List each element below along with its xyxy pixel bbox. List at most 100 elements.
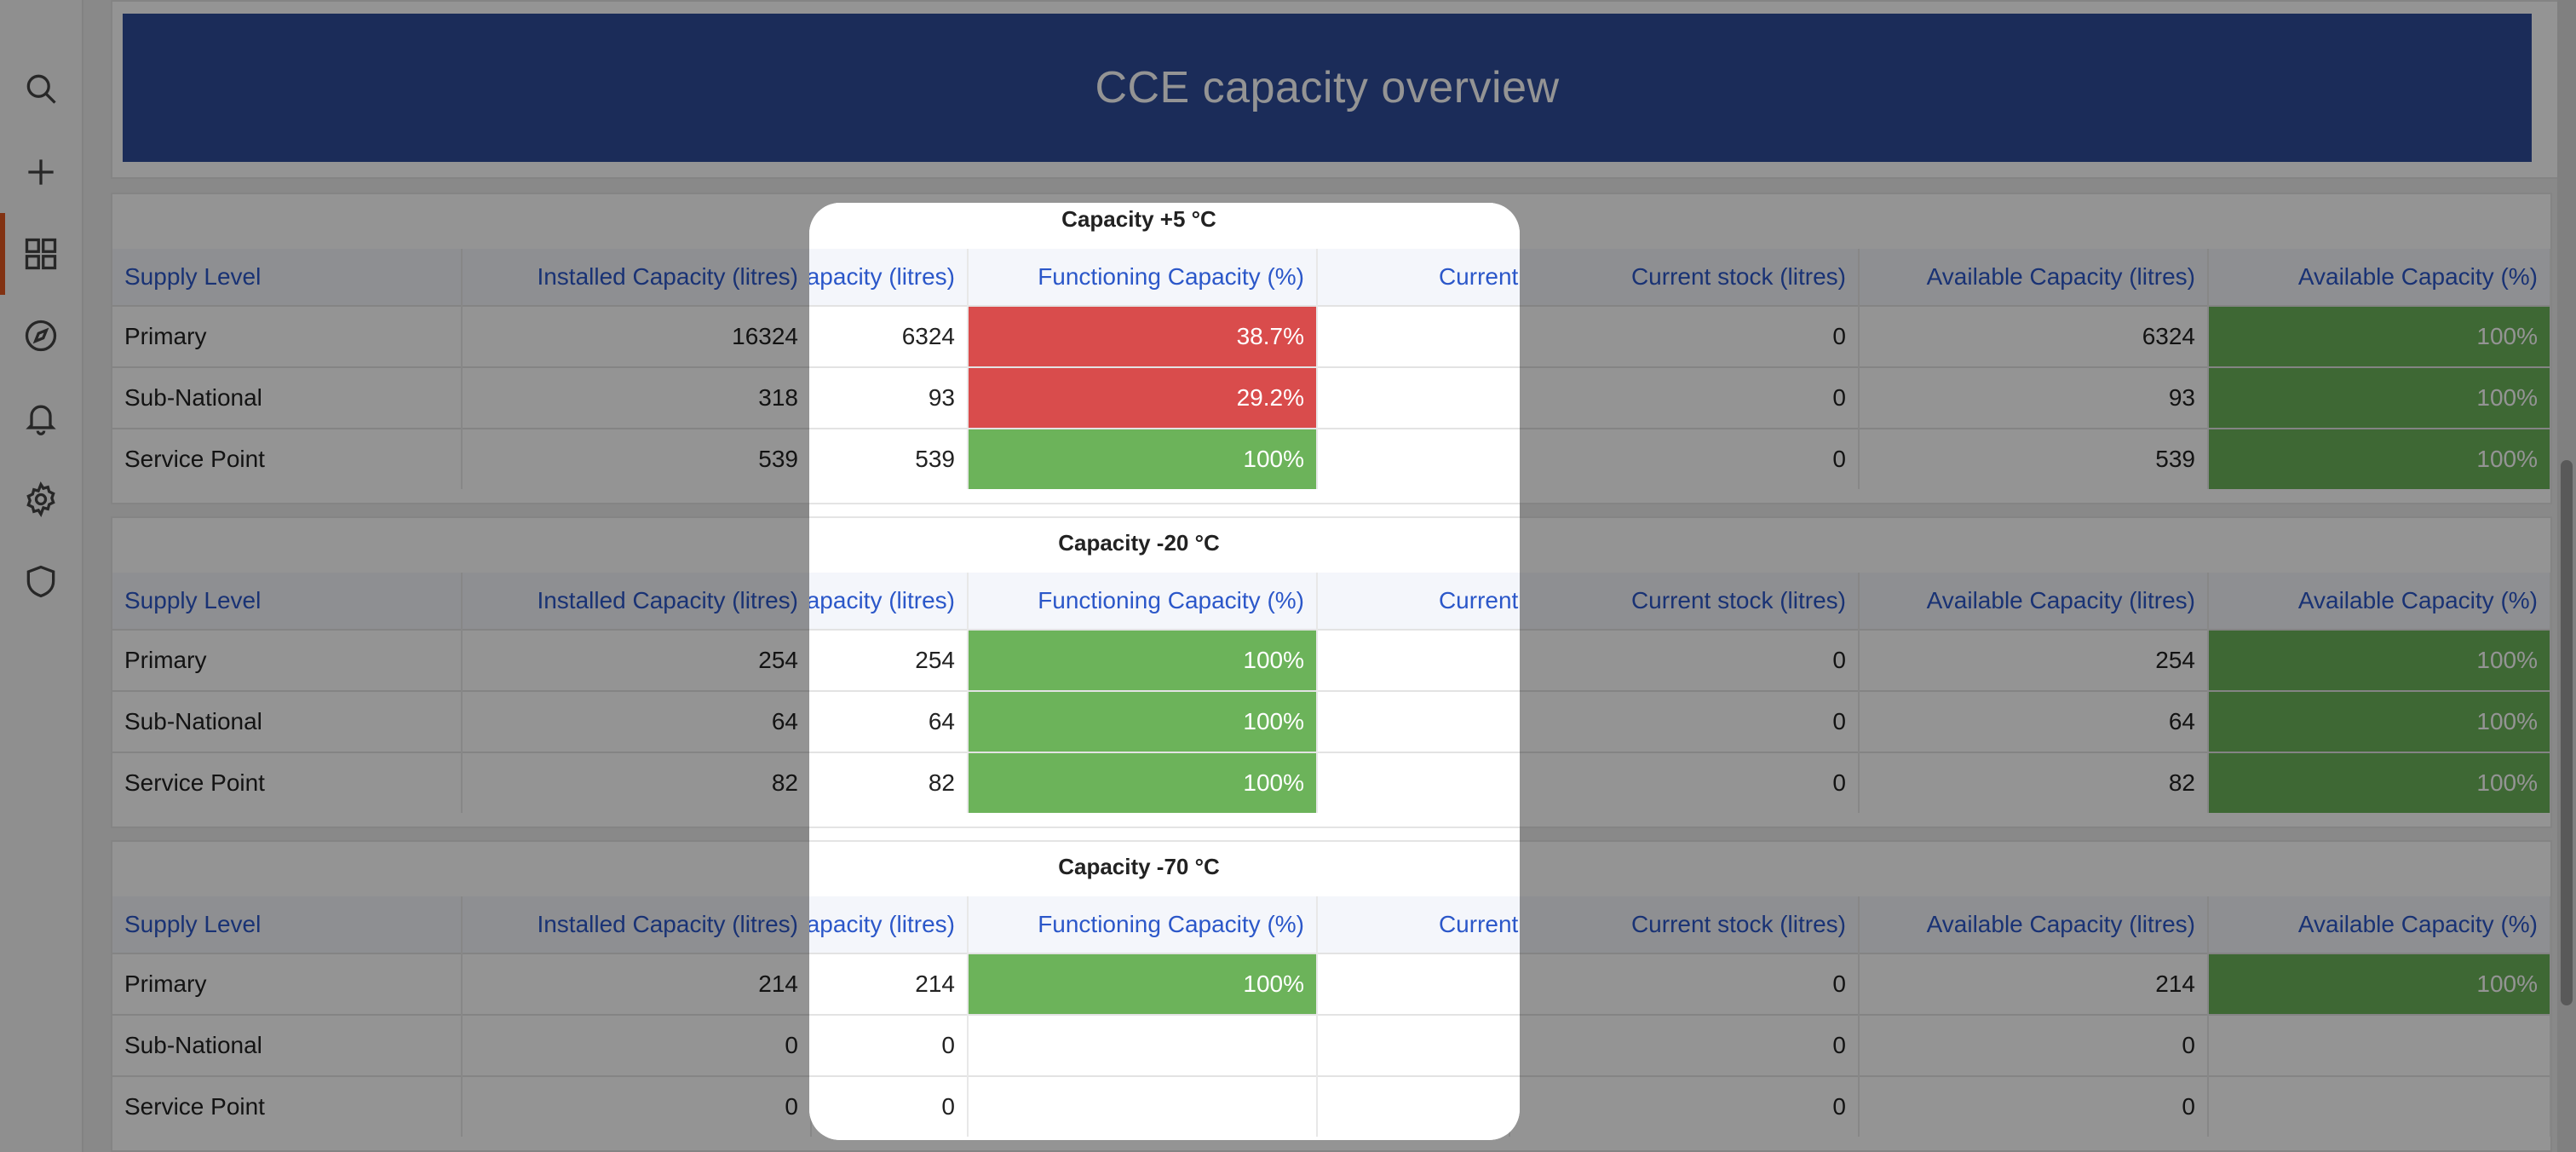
cell-level: Primary [112, 305, 463, 367]
cell-installed: 0 [462, 1014, 812, 1076]
panel-title: Capacity +5 °C [1061, 206, 1216, 232]
cell-installed: 0 [462, 1075, 812, 1137]
cell-functioning-pct: 100% [968, 690, 1318, 752]
gear-icon[interactable] [20, 479, 61, 520]
column-header[interactable]: Installed Capacity (litres) [462, 249, 812, 306]
cell-functioning-pct: 100% [968, 629, 1318, 691]
cell-stock: 0 [1509, 953, 1860, 1015]
cell-installed: 214 [462, 953, 812, 1015]
cell-available: 82 [1859, 752, 2209, 813]
column-header[interactable]: Available Capacity (%) [2208, 249, 2551, 306]
cell-installed: 82 [462, 752, 812, 813]
cell-available: 93 [1859, 366, 2209, 429]
cell-available-pct: 100% [2208, 428, 2551, 489]
cell-level: Sub-National [112, 366, 463, 429]
cell-stock: 0 [1317, 690, 1520, 752]
scrollbar-thumb[interactable] [2561, 460, 2573, 1005]
cell-level: Sub-National [112, 690, 463, 752]
cell-functioning: 64 [809, 690, 969, 752]
cell-stock: 0 [1317, 1014, 1520, 1076]
cell-available-pct [2208, 1075, 2551, 1137]
cell-functioning: 82 [809, 752, 969, 813]
column-header[interactable]: Functioning Capacity (litres) [809, 896, 969, 953]
cell-functioning-pct: 29.2% [968, 366, 1318, 429]
search-icon[interactable] [20, 68, 61, 109]
column-header[interactable]: Supply Level [112, 896, 463, 953]
cell-available-pct: 100% [2208, 629, 2551, 691]
dashboard-grid-icon[interactable] [20, 233, 61, 274]
cell-stock: 0 [1317, 428, 1520, 489]
plus-icon[interactable] [20, 152, 61, 193]
cell-available: 539 [1859, 428, 2209, 489]
cell-available: 214 [1859, 953, 2209, 1015]
cell-available: 64 [1859, 690, 2209, 752]
bell-icon[interactable] [20, 397, 61, 438]
panel-title: Capacity -70 °C [1058, 854, 1220, 879]
column-header[interactable]: Functioning Capacity (%) [968, 249, 1318, 306]
dashboard-title: CCE capacity overview [1095, 63, 1560, 112]
cell-available-pct: 100% [2208, 366, 2551, 429]
column-header[interactable]: Functioning Capacity (litres) [809, 573, 969, 630]
column-header[interactable]: Available Capacity (%) [2208, 896, 2551, 953]
cell-functioning-pct [968, 1075, 1318, 1137]
cell-stock: 0 [1509, 752, 1860, 813]
column-header[interactable]: Available Capacity (litres) [1859, 896, 2209, 953]
column-header[interactable]: Supply Level [112, 573, 463, 630]
column-header[interactable]: Current stock (litres) [1317, 896, 1520, 953]
cell-level: Service Point [112, 752, 463, 813]
cell-stock: 0 [1317, 305, 1520, 367]
column-header[interactable]: Installed Capacity (litres) [462, 896, 812, 953]
cell-functioning: 214 [809, 953, 969, 1015]
cell-available-pct: 100% [2208, 752, 2551, 813]
title-panel: CCE capacity overview [111, 0, 2576, 179]
cell-level: Primary [112, 953, 463, 1015]
cell-available-pct: 100% [2208, 690, 2551, 752]
cell-stock: 0 [1509, 1014, 1860, 1076]
column-header[interactable]: Supply Level [112, 249, 463, 306]
cell-stock: 0 [1317, 629, 1520, 691]
cell-stock: 0 [1317, 752, 1520, 813]
sidebar [0, 0, 83, 1152]
shield-icon[interactable] [20, 561, 61, 602]
column-header[interactable]: Available Capacity (%) [2208, 573, 2551, 630]
column-header[interactable]: Current stock (litres) [1317, 573, 1520, 630]
cell-stock: 0 [1317, 953, 1520, 1015]
spotlight-highlight: CCE capacity overview Capacity +5 °CSupp… [809, 203, 1520, 1140]
cell-stock: 0 [1509, 690, 1860, 752]
cell-functioning: 0 [809, 1075, 969, 1137]
column-header[interactable]: Current stock (litres) [1509, 896, 1860, 953]
cell-available: 254 [1859, 629, 2209, 691]
column-header[interactable]: Current stock (litres) [1317, 249, 1520, 306]
cell-functioning: 6324 [809, 305, 969, 367]
cell-level: Sub-National [112, 1014, 463, 1076]
column-header[interactable]: Functioning Capacity (litres) [809, 249, 969, 306]
cell-installed: 64 [462, 690, 812, 752]
cell-functioning-pct [968, 1014, 1318, 1076]
active-indicator [0, 213, 5, 295]
cell-available: 0 [1859, 1014, 2209, 1076]
cell-functioning: 93 [809, 366, 969, 429]
column-header[interactable]: Functioning Capacity (%) [968, 896, 1318, 953]
column-header[interactable]: Current stock (litres) [1509, 573, 1860, 630]
cell-stock: 0 [1509, 428, 1860, 489]
column-header[interactable]: Functioning Capacity (%) [968, 573, 1318, 630]
cell-level: Primary [112, 629, 463, 691]
cell-functioning-pct: 100% [968, 428, 1318, 489]
cell-stock: 0 [1317, 366, 1520, 429]
column-header[interactable]: Available Capacity (litres) [1859, 249, 2209, 306]
column-header[interactable]: Current stock (litres) [1509, 249, 1860, 306]
column-header[interactable]: Installed Capacity (litres) [462, 573, 812, 630]
compass-icon[interactable] [20, 315, 61, 356]
column-header[interactable]: Available Capacity (litres) [1859, 573, 2209, 630]
cell-stock: 0 [1509, 629, 1860, 691]
